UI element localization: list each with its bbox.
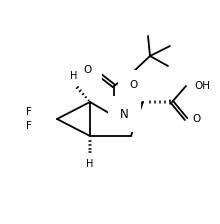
Text: F: F xyxy=(26,121,32,131)
Text: OH: OH xyxy=(194,81,210,91)
Text: O: O xyxy=(192,114,200,124)
Text: H: H xyxy=(86,159,94,169)
Text: N: N xyxy=(120,108,129,121)
Text: F: F xyxy=(26,107,32,117)
Text: O: O xyxy=(129,80,137,90)
Text: O: O xyxy=(84,65,92,75)
Text: H: H xyxy=(70,71,78,81)
